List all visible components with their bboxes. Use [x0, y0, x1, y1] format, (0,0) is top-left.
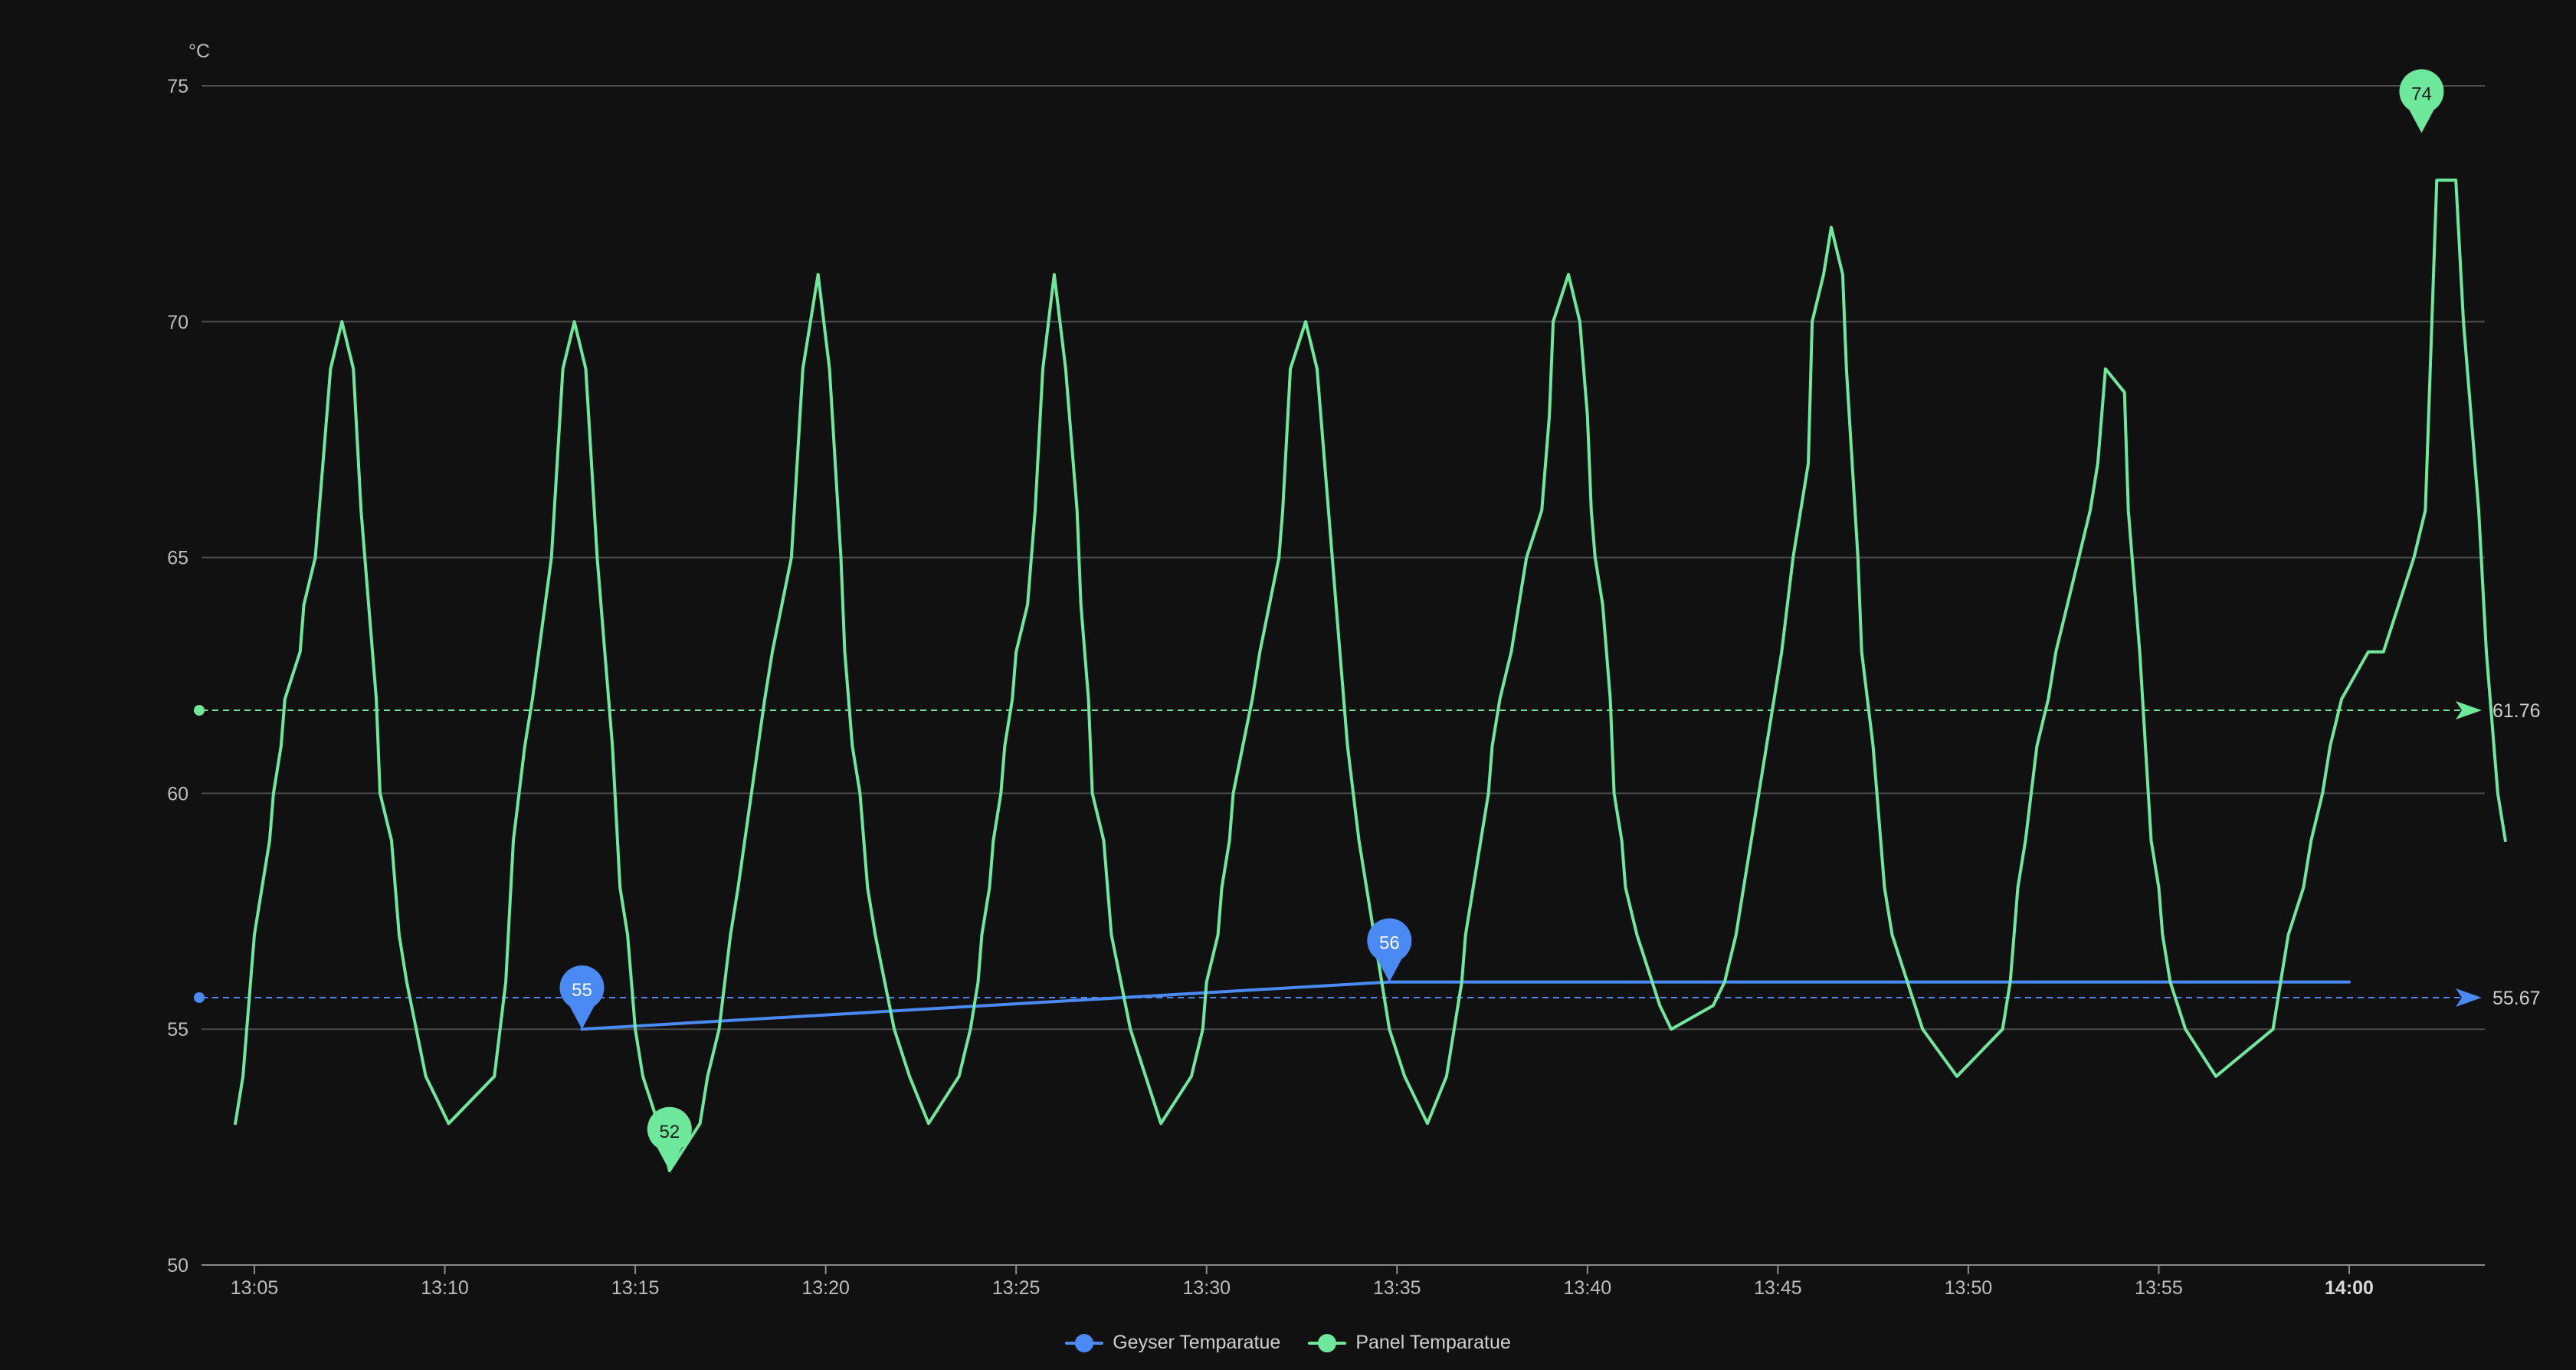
average-label-panel: 61.76: [2492, 700, 2541, 722]
x-tick-label: 13:45: [1754, 1277, 1802, 1299]
legend: Geyser Temparatue Panel Temparatue: [0, 1332, 2576, 1354]
x-tick-label: 13:55: [2135, 1277, 2183, 1299]
x-tick-label: 13:15: [611, 1277, 660, 1299]
legend-item-panel[interactable]: Panel Temparatue: [1308, 1332, 1511, 1354]
x-tick-label: 13:30: [1182, 1277, 1231, 1299]
average-lines: 55.67 61.76: [194, 700, 2541, 1009]
average-start-dot-panel: [194, 705, 205, 716]
series-line-geyser: [580, 980, 2351, 1031]
y-tick-label: 65: [167, 548, 188, 569]
legend-item-geyser[interactable]: Geyser Temparatue: [1065, 1332, 1280, 1354]
average-arrow-geyser: [2456, 988, 2482, 1007]
legend-swatch-geyser: [1065, 1333, 1104, 1352]
axes: 50 55 60 65 70 75°C 13:05 13:10 13:15 13:20 13:25 1…: [167, 41, 2374, 1299]
series-lines: [234, 179, 2507, 1172]
marker-pin: [1367, 918, 1412, 982]
y-tick-label: 50: [167, 1255, 188, 1277]
marker-label: 74: [2411, 84, 2432, 105]
x-tick-label: 13:10: [421, 1277, 469, 1299]
y-unit-label: °C: [188, 41, 210, 62]
y-tick-label: 60: [167, 783, 188, 805]
x-tick-label: 13:05: [231, 1277, 279, 1299]
marker-pin: [2399, 69, 2444, 133]
marker-pin: [647, 1106, 692, 1171]
average-arrow-panel: [2456, 701, 2482, 720]
series-line-panel: [234, 179, 2507, 1172]
marker-panel: 52: [647, 1106, 692, 1171]
chart-canvas: 50 55 60 65 70 75°C 13:05 13:10 13:15 13:20 13:25 1…: [167, 41, 2541, 1299]
y-tick-label: 70: [167, 312, 188, 333]
marker-panel: 74: [2399, 69, 2444, 133]
x-tick-label: 13:50: [1945, 1277, 1993, 1299]
marker-pin: [559, 965, 605, 1030]
y-tick-label: 55: [167, 1019, 188, 1041]
legend-swatch-panel: [1308, 1333, 1347, 1352]
average-start-dot-geyser: [194, 991, 205, 1003]
value-markers: 55 56 52 74: [559, 69, 2444, 1171]
marker-label: 52: [659, 1122, 680, 1142]
marker-label: 56: [1379, 933, 1400, 954]
marker-geyser: 56: [1367, 918, 1412, 982]
legend-label-panel: Panel Temparatue: [1355, 1332, 1511, 1353]
x-tick-label: 13:35: [1373, 1277, 1421, 1299]
average-label-geyser: 55.67: [2492, 988, 2541, 1009]
x-tick-label: 13:40: [1564, 1277, 1612, 1299]
y-tick-label: 75: [167, 76, 188, 97]
marker-label: 55: [572, 980, 592, 1001]
legend-label-geyser: Geyser Temparatue: [1113, 1332, 1281, 1353]
x-tick-label: 13:25: [992, 1277, 1041, 1299]
x-tick-label: 14:00: [2325, 1277, 2374, 1299]
marker-geyser: 55: [559, 965, 605, 1030]
x-tick-label: 13:20: [801, 1277, 850, 1299]
